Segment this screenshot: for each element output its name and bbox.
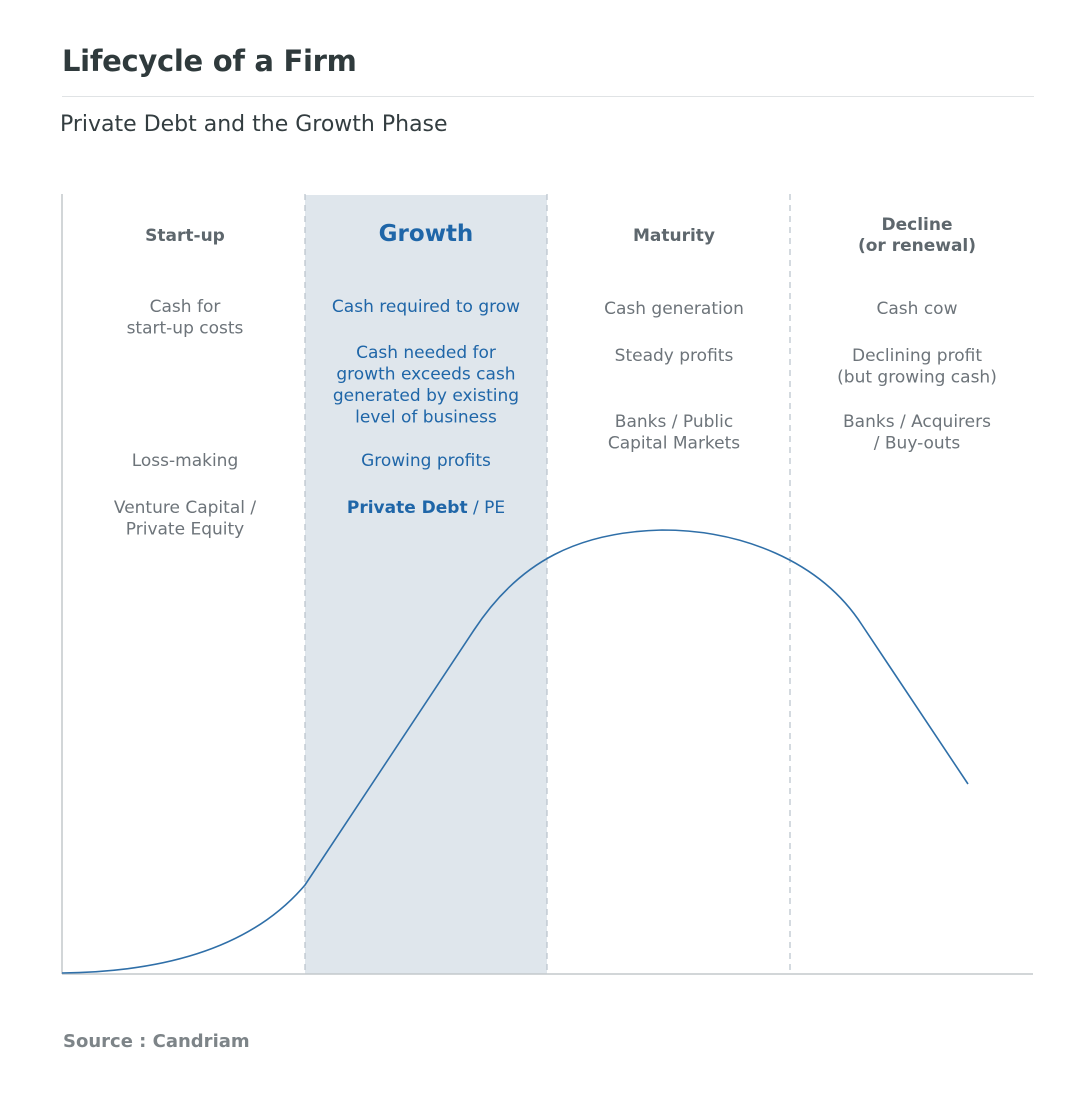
phase-text-layer: Start-up Cash for start-up costs Loss-makin… [114,215,997,540]
title-divider [62,96,1034,97]
phase-profit-maturity: Steady profits [615,346,734,366]
chart-title: Lifecycle of a Firm [62,44,357,78]
chart-subtitle: Private Debt and the Growth Phase [60,112,448,137]
phase-cash-decline: Cash cow [877,299,958,319]
phase-funding-startup: Venture Capital / Private Equity [114,498,256,540]
phase-profit-growth: Growing profits [361,451,491,471]
phase-cash-startup: Cash for start-up costs [127,297,244,339]
phase-cash-growth: Cash required to grow [332,297,520,317]
phase-profit-startup: Loss-making [132,451,239,471]
growth-highlight-band [305,195,547,974]
phase-heading-growth: Growth [379,221,474,247]
phase-funding-decline: Banks / Acquirers / Buy-outs [843,412,991,454]
phase-cash-maturity: Cash generation [604,299,744,319]
phase-heading-maturity: Maturity [633,226,715,246]
phase-funding-growth: Private Debt / PE [347,498,505,518]
phase-funding-maturity: Banks / Public Capital Markets [608,412,740,454]
source-note: Source : Candriam [63,1031,250,1052]
lifecycle-curve [61,529,969,974]
phase-heading-startup: Start-up [145,226,225,246]
phase-cash-detail-growth: Cash needed for growth exceeds cash genera… [333,343,519,428]
phase-heading-decline: Decline (or renewal) [858,215,976,256]
phase-profit-decline: Declining profit (but growing cash) [837,346,997,388]
